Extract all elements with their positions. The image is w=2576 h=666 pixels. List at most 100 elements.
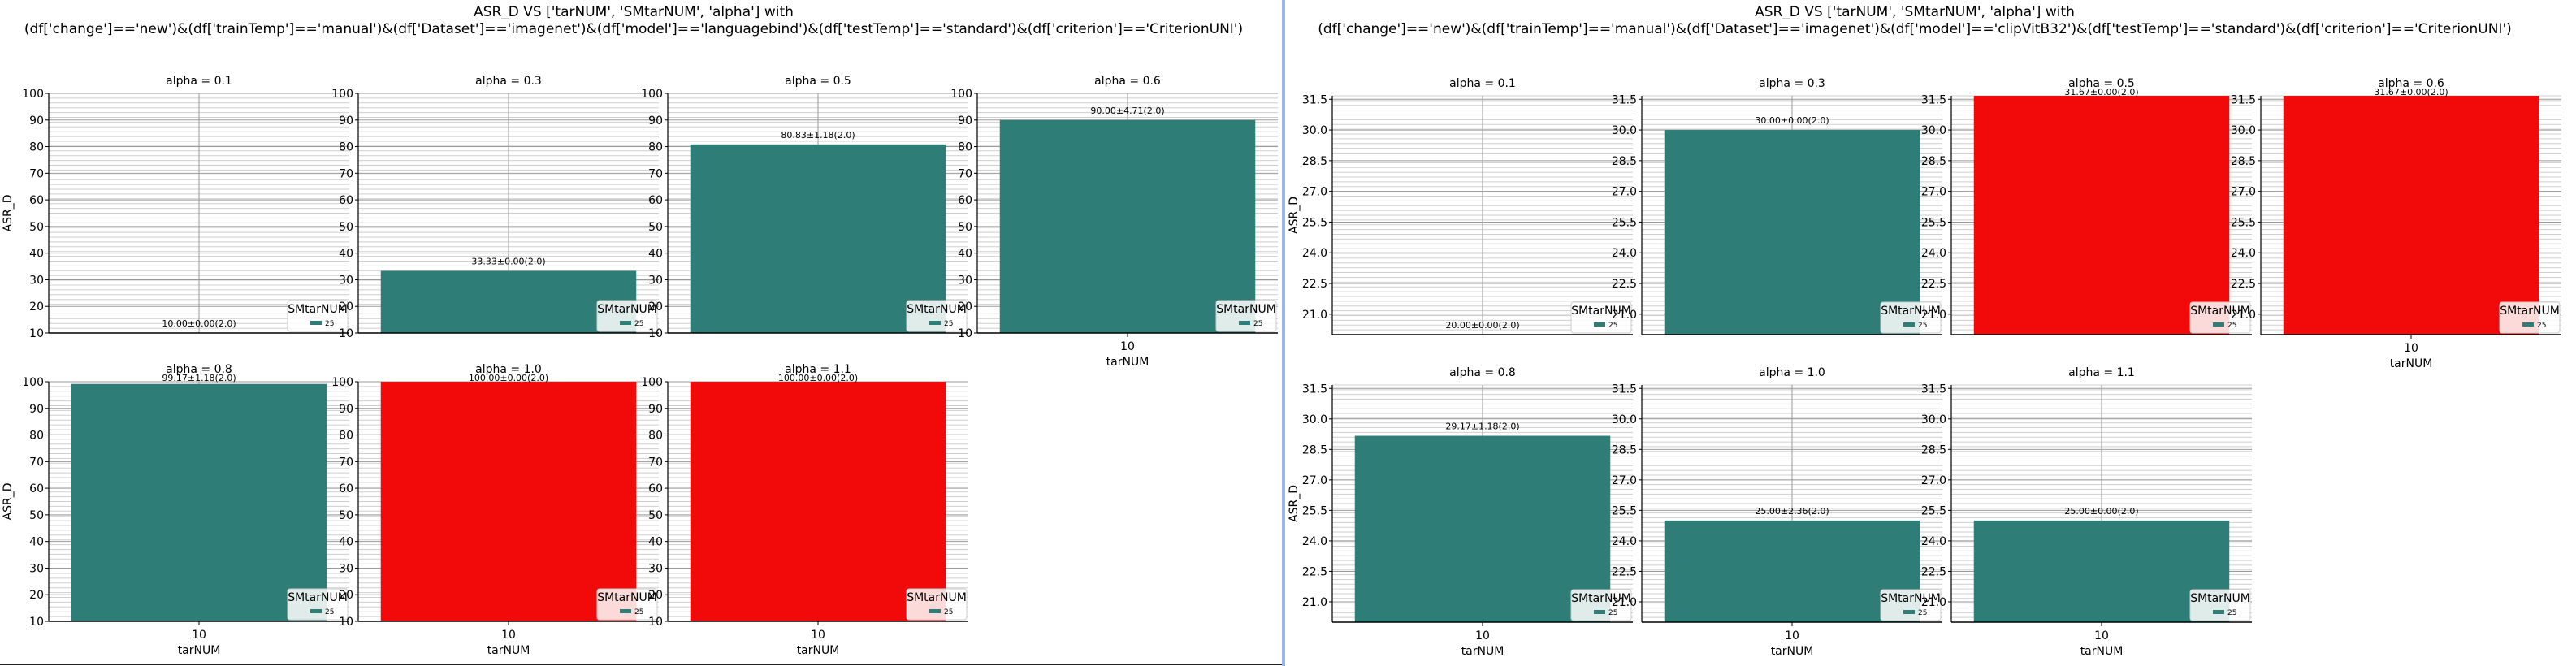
- y-tick-label: 20: [648, 589, 663, 602]
- legend-box: [2189, 301, 2251, 334]
- legend-title: SMtarNUM: [907, 591, 967, 604]
- legend-box: [596, 588, 658, 621]
- y-tick-label: 70: [29, 456, 44, 469]
- subplot-title: alpha = 0.1: [1449, 77, 1516, 90]
- legend-swatch: [1903, 610, 1915, 614]
- bar-value-label: 33.33±0.00(2.0): [471, 257, 545, 267]
- y-tick-label: 50: [29, 221, 44, 234]
- x-tick-label: 10: [1475, 629, 1490, 642]
- y-tick-label: 30.0: [1302, 124, 1327, 137]
- legend-title: SMtarNUM: [2190, 592, 2250, 605]
- x-tick-label: 10: [192, 629, 206, 642]
- legend-title: SMtarNUM: [288, 591, 348, 604]
- y-tick-label: 80: [648, 141, 663, 154]
- right-figure: ASR_D VS ['tarNUM', 'SMtarNUM', 'alpha']…: [1318, 4, 2512, 37]
- bar-value-label: 100.00±0.00(2.0): [778, 373, 858, 383]
- y-tick-label: 28.5: [1302, 155, 1327, 168]
- y-tick-label: 30: [648, 562, 663, 575]
- y-tick-label: 28.5: [1612, 155, 1637, 168]
- y-tick-label: 20: [958, 301, 972, 314]
- y-tick-label: 90: [339, 403, 353, 416]
- y-tick-label: 27.0: [1921, 474, 1946, 487]
- subplot-1-3: alpha = 0.631.67±0.00(2.0) 21.0 22.5 24.0 25…: [2231, 77, 2561, 370]
- legend-title: SMtarNUM: [1881, 592, 1941, 605]
- bar-value-label: 20.00±0.00(2.0): [1445, 320, 1519, 331]
- bar-value-label: 31.67±0.00(2.0): [2374, 87, 2448, 97]
- subplot-0-1: alpha = 0.3 33.33±0.00(2.0) 10 20 30 40 50 60 70…: [331, 75, 659, 340]
- legend-box: [1570, 301, 1632, 334]
- y-tick-label: 20: [29, 301, 44, 314]
- bar: [380, 270, 637, 333]
- y-tick-label: 22.5: [1302, 565, 1327, 578]
- y-tick-label: 50: [29, 509, 44, 522]
- legend-entry-label: 25: [325, 320, 334, 328]
- y-tick-label: 80: [958, 141, 972, 154]
- legend-swatch: [2213, 322, 2224, 327]
- bar: [380, 382, 637, 621]
- legend-box: [1880, 301, 1942, 334]
- y-tick-label: 40: [648, 248, 663, 261]
- subplot-title: alpha = 0.3: [475, 75, 542, 88]
- legend-entry-label: 25: [325, 608, 334, 616]
- legend-title: SMtarNUM: [1571, 305, 1631, 318]
- y-tick-label: 27.0: [2231, 186, 2256, 199]
- subplot-title: alpha = 1.1: [785, 363, 851, 376]
- y-tick-label: 60: [339, 194, 353, 207]
- legend: SMtarNUM 25: [1570, 589, 1632, 621]
- y-tick-label: 70: [648, 167, 663, 180]
- y-tick-label: 90: [958, 115, 972, 128]
- x-axis-label: tarNUM: [797, 644, 840, 657]
- legend-swatch: [310, 321, 322, 325]
- y-tick-label: 100: [331, 376, 353, 389]
- y-tick-label: 27.0: [1302, 474, 1327, 487]
- y-tick-label: 80: [339, 430, 353, 443]
- y-tick-label: 10: [339, 616, 353, 629]
- subplot-0-3: alpha = 0.6 90.00±4.71(2.0) 10 20 30 40 50 60 70…: [950, 75, 1278, 369]
- y-tick-label: 40: [958, 248, 972, 261]
- y-tick-label: 30.0: [1921, 413, 1946, 426]
- y-tick-label: 22.5: [1921, 565, 1946, 578]
- y-tick-label: 30: [29, 562, 44, 575]
- legend-title: SMtarNUM: [2190, 305, 2250, 318]
- legend-swatch: [1239, 321, 1250, 325]
- x-tick-label: 10: [501, 629, 516, 642]
- legend-box: [1880, 589, 1942, 621]
- legend-box: [1570, 589, 1632, 621]
- y-tick-label: 27.0: [1612, 474, 1637, 487]
- y-tick-label: 100: [641, 88, 663, 101]
- y-tick-label: 31.5: [2231, 93, 2256, 106]
- y-tick-label: 22.5: [1612, 278, 1637, 291]
- y-tick-label: 25.5: [1612, 216, 1637, 229]
- y-tick-label: 90: [339, 115, 353, 128]
- legend-title: SMtarNUM: [288, 303, 348, 316]
- bar-value-label: 31.67±0.00(2.0): [2064, 87, 2138, 97]
- legend: SMtarNUM 25: [2189, 589, 2251, 621]
- y-tick-label: 27.0: [1612, 186, 1637, 199]
- x-axis-label: tarNUM: [2080, 645, 2124, 658]
- y-tick-label: 60: [339, 482, 353, 495]
- legend: SMtarNUM 25: [287, 300, 349, 332]
- legend-entry-label: 25: [2537, 322, 2546, 330]
- y-tick-label: 70: [339, 456, 353, 469]
- y-tick-label: 80: [648, 430, 663, 443]
- y-tick-label: 100: [22, 376, 44, 389]
- y-tick-label: 90: [29, 403, 44, 416]
- bar: [690, 382, 946, 621]
- legend: SMtarNUM 25: [1880, 589, 1942, 621]
- y-tick-label: 100: [641, 376, 663, 389]
- y-tick-label: 90: [648, 403, 663, 416]
- y-tick-label: 31.5: [1612, 93, 1637, 106]
- y-tick-label: 24.0: [1612, 535, 1637, 548]
- y-tick-label: 40: [339, 536, 353, 549]
- x-tick-label: 10: [2094, 629, 2109, 642]
- y-axis-label: ASR_D: [2, 195, 15, 232]
- subplot-1-6: alpha = 1.1 25.00±0.00(2.0) 21.0 22.5 24.0 25…: [1921, 366, 2252, 658]
- y-axis-label: ASR_D: [1288, 485, 1301, 522]
- y-tick-label: 40: [648, 536, 663, 549]
- legend-title: SMtarNUM: [1216, 303, 1276, 316]
- legend-box: [287, 300, 349, 332]
- y-tick-label: 60: [958, 194, 972, 207]
